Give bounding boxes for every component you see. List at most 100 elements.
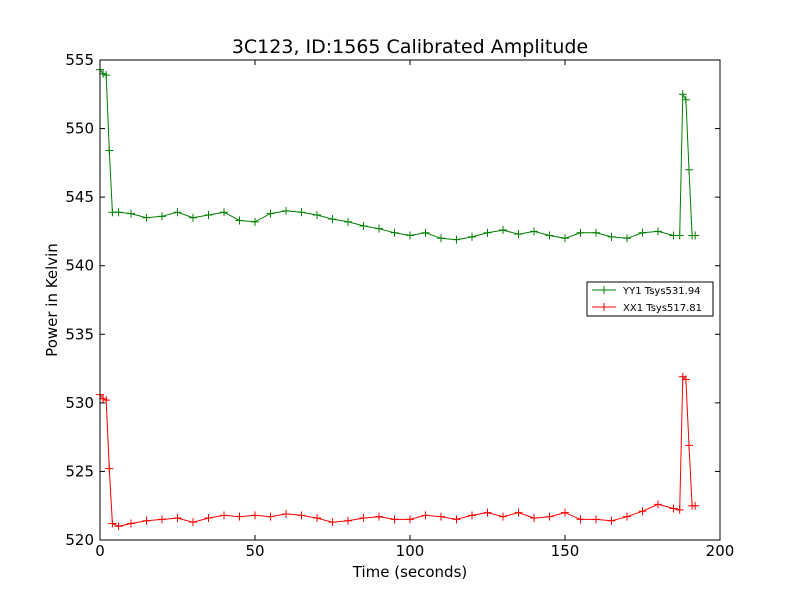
data-point: [685, 441, 693, 450]
data-point: [344, 516, 352, 525]
legend-marker: [600, 286, 608, 294]
data-point: [105, 464, 114, 473]
data-point: [375, 224, 383, 233]
data-point: [561, 508, 569, 517]
series-2: [96, 372, 700, 531]
data-point: [127, 209, 135, 218]
data-point: [189, 213, 197, 222]
x-axis-title: Time (seconds): [352, 563, 468, 581]
data-point: [576, 228, 585, 237]
ticks-layer: 0 50 100 150 200 520 525 530 535 540 545 550 555: [65, 51, 734, 560]
data-point: [623, 512, 631, 521]
data-point: [675, 231, 684, 240]
y-axis-title: Power in Kelvin: [43, 243, 61, 357]
data-point: [654, 500, 662, 509]
data-point: [592, 515, 600, 524]
data-point: [142, 516, 151, 525]
data-point: [669, 504, 678, 513]
data-point: [592, 228, 600, 237]
y-tick-label: 555: [65, 51, 94, 69]
data-point: [328, 518, 337, 527]
data-point: [282, 206, 290, 215]
y-tick-label: 525: [65, 462, 94, 480]
data-point: [483, 228, 492, 237]
data-point: [406, 515, 414, 524]
data-point: [142, 213, 151, 222]
data-point: [266, 209, 275, 218]
data-point: [375, 512, 383, 521]
data-point: [220, 208, 228, 217]
y-tick-label: 545: [65, 188, 94, 206]
data-point: [691, 231, 700, 240]
data-point: [685, 165, 693, 174]
data-point: [251, 217, 259, 226]
data-point: [114, 208, 123, 217]
legend-items: YY1 Tsys531.94 XX1 Tsys517.81: [592, 286, 702, 314]
data-point: [576, 515, 585, 524]
x-tick-label: 0: [95, 542, 105, 560]
chart-title: 3C123, ID:1565 Calibrated Amplitude: [232, 36, 588, 58]
y-tick-label: 535: [65, 325, 94, 343]
data-point: [452, 515, 461, 524]
legend-label: XX1 Tsys517.81: [623, 303, 702, 314]
data-point: [108, 519, 117, 528]
y-tick-label: 520: [65, 531, 94, 549]
data-point: [102, 396, 111, 405]
data-point: [499, 512, 507, 521]
data-point: [297, 511, 306, 520]
data-point: [390, 515, 399, 524]
data-point: [158, 515, 166, 524]
data-point: [251, 511, 259, 520]
data-point: [561, 234, 569, 243]
data-point: [173, 208, 182, 217]
data-point: [204, 210, 213, 219]
series-layer: [96, 65, 700, 531]
data-point: [530, 227, 538, 236]
data-point: [158, 212, 166, 221]
data-point: [437, 234, 445, 243]
data-point: [105, 146, 114, 155]
y-tick-label: 550: [65, 120, 94, 138]
data-point: [545, 512, 554, 521]
data-point: [681, 95, 690, 104]
data-point: [623, 234, 631, 243]
data-point: [530, 514, 538, 523]
series-1: [96, 65, 700, 244]
data-point: [607, 516, 616, 525]
data-point: [235, 512, 244, 521]
data-point: [359, 221, 368, 230]
data-point: [437, 512, 445, 521]
data-point: [678, 90, 687, 99]
y-tick-label: 530: [65, 394, 94, 412]
data-point: [638, 507, 647, 516]
data-point: [545, 231, 554, 240]
legend-marker: [600, 303, 608, 311]
data-point: [344, 217, 352, 226]
data-point: [102, 71, 111, 80]
data-point: [390, 228, 399, 237]
data-point: [313, 514, 321, 523]
data-point: [483, 508, 492, 517]
data-point: [607, 232, 616, 241]
data-point: [675, 505, 684, 514]
x-tick-label: 200: [706, 542, 735, 560]
x-tick-label: 100: [396, 542, 425, 560]
legend-entry: YY1 Tsys531.94: [592, 286, 701, 297]
data-point: [514, 508, 523, 517]
data-point: [421, 511, 430, 520]
legend-entry: XX1 Tsys517.81: [592, 303, 702, 314]
data-point: [691, 501, 700, 510]
data-point: [681, 375, 690, 384]
data-point: [638, 228, 647, 237]
data-point: [204, 514, 213, 523]
data-point: [127, 519, 135, 528]
data-point: [173, 514, 182, 523]
data-point: [266, 512, 275, 521]
data-point: [235, 216, 244, 225]
data-point: [468, 511, 476, 520]
data-point: [654, 227, 662, 236]
data-point: [421, 228, 430, 237]
y-tick-label: 540: [65, 257, 94, 275]
data-point: [359, 514, 368, 523]
